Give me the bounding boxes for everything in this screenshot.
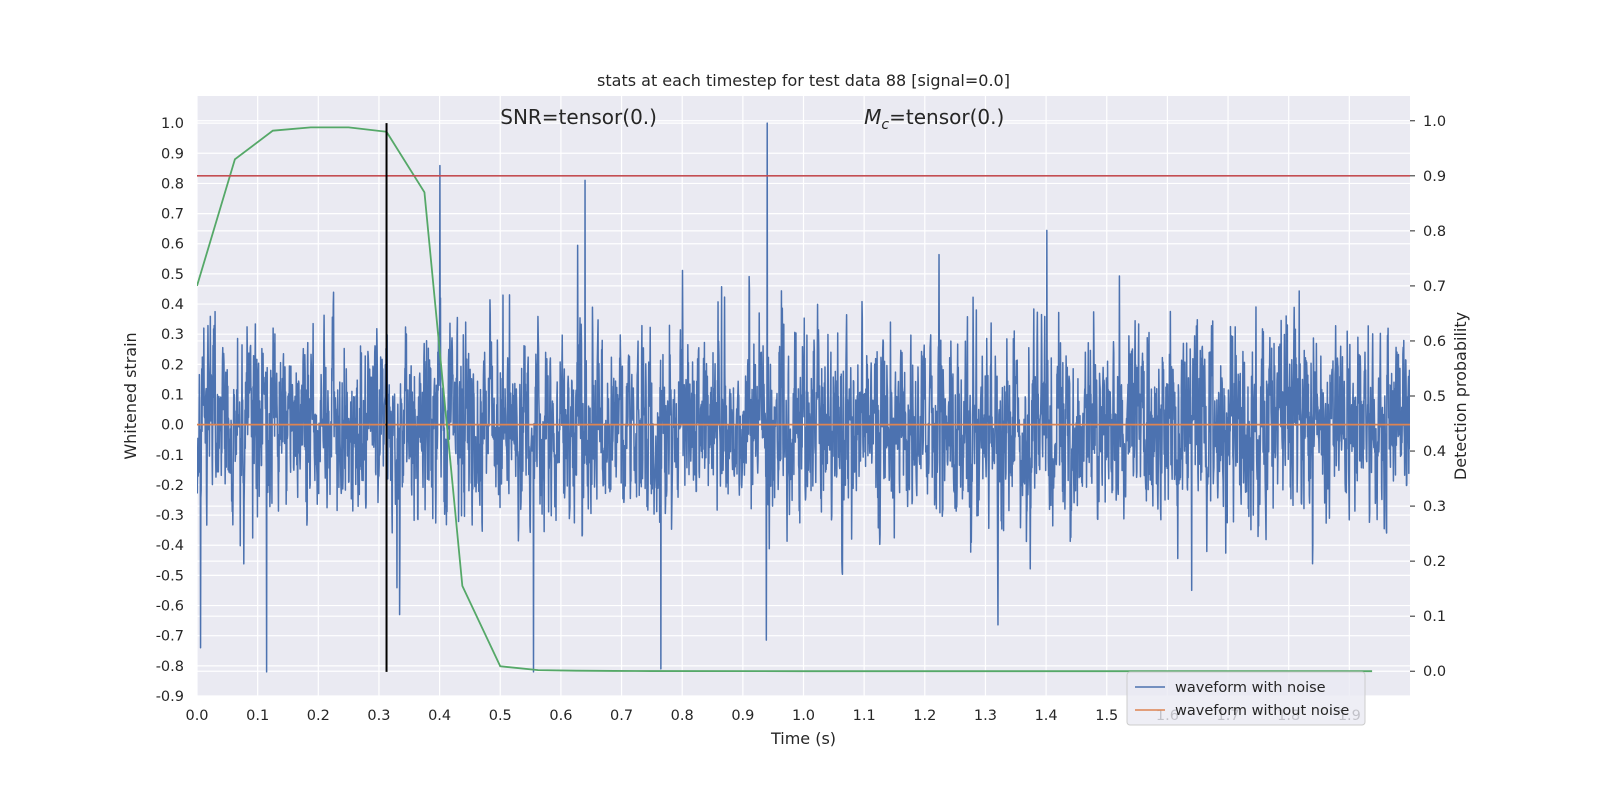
x-tick-label: 1.1 <box>853 708 876 724</box>
x-tick-label: 1.5 <box>1095 708 1118 724</box>
x-tick-label: 1.0 <box>792 708 815 724</box>
y-tick-label: 0.9 <box>161 146 184 162</box>
legend-box <box>1126 671 1366 726</box>
y-tick-label: -0.3 <box>156 508 184 524</box>
y-tick-labels: -0.9 -0.8 -0.7 -0.6 -0.5 -0.4 -0.3 -0.2 -0.1 0.0 0… <box>156 116 184 705</box>
y2-tick-label: 0.0 <box>1423 664 1446 680</box>
legend: waveform with noise waveform without noi… <box>1126 671 1366 726</box>
y2-tick-label: 0.4 <box>1423 444 1446 460</box>
x-tick-label: 1.4 <box>1035 708 1058 724</box>
y-tick-label: 0.4 <box>161 297 184 313</box>
x-tick-label: 0.2 <box>307 708 330 724</box>
x-tick-label: 1.3 <box>974 708 997 724</box>
x-tick-label: 0.4 <box>428 708 451 724</box>
y2-tick-label: 0.3 <box>1423 499 1446 515</box>
x-tick-labels: 0.0 0.1 0.2 0.3 0.4 0.5 0.6 0.7 0.8 0.9 1.0 1.1 1.2 1… <box>185 708 1360 724</box>
y2-tick-label: 0.7 <box>1423 279 1446 295</box>
y-tick-label: 0.1 <box>161 387 184 403</box>
x-tick-label: 0.7 <box>610 708 633 724</box>
y2-tick-label: 0.9 <box>1423 169 1446 185</box>
x-tick-label: 1.2 <box>913 708 936 724</box>
x-tick-label: 0.0 <box>185 708 208 724</box>
x-tick-label: 0.8 <box>671 708 694 724</box>
legend-label-noise: waveform with noise <box>1175 680 1326 696</box>
y2-tick-label: 0.2 <box>1423 554 1446 570</box>
y-tick-label: -0.4 <box>156 538 184 554</box>
y-tick-label: 0.2 <box>161 357 184 373</box>
series-detection-probability <box>197 126 1373 673</box>
y-tick-label: -0.7 <box>156 629 184 645</box>
mc-subscript: c <box>881 117 889 133</box>
y2-tick-label: 0.5 <box>1423 389 1446 405</box>
y2-tick-label: 0.8 <box>1423 224 1446 240</box>
y-tick-label: 0.8 <box>161 176 184 192</box>
y2-tick-labels: 0.0 0.1 0.2 0.3 0.4 0.5 0.6 0.7 0.8 0.9 1.0 <box>1410 114 1446 680</box>
mc-value: =tensor(0.) <box>889 105 1004 129</box>
y-tick-label: 0.0 <box>161 418 184 434</box>
x-tick-label: 0.6 <box>549 708 572 724</box>
legend-label-clean: waveform without noise <box>1175 703 1349 719</box>
series-waveform-with-noise <box>197 122 1410 673</box>
y-tick-label: -0.9 <box>156 689 184 705</box>
mc-annotation: Mc=tensor(0.) <box>864 105 1004 133</box>
y-tick-label: 0.5 <box>161 267 184 283</box>
x-tick-label: 0.1 <box>246 708 269 724</box>
y-tick-label: 0.6 <box>161 237 184 253</box>
series-layer <box>197 122 1410 673</box>
y-tick-label: -0.1 <box>156 448 184 464</box>
y2-tick-label: 0.6 <box>1423 334 1446 350</box>
x-tick-label: 0.9 <box>731 708 754 724</box>
y-tick-label: -0.6 <box>156 599 184 615</box>
snr-annotation: SNR=tensor(0.) <box>500 105 657 129</box>
y2-tick-label: 0.1 <box>1423 609 1446 625</box>
chart-title: stats at each timestep for test data 88 … <box>597 71 1010 90</box>
y-tick-label: -0.2 <box>156 478 184 494</box>
y-tick-label: 0.7 <box>161 207 184 223</box>
y2-axis-label: Detection probability <box>1451 312 1470 480</box>
grid-lines <box>196 96 1410 697</box>
x-tick-label: 0.5 <box>489 708 512 724</box>
y-tick-label: -0.8 <box>156 659 184 675</box>
y-tick-label: 0.3 <box>161 327 184 343</box>
y2-tick-label: 1.0 <box>1423 114 1446 130</box>
y-axis-label: Whitened strain <box>121 332 140 459</box>
y-tick-label: -0.5 <box>156 568 184 584</box>
y-tick-label: 1.0 <box>161 116 184 132</box>
x-tick-label: 0.3 <box>367 708 390 724</box>
x-axis-label: Time (s) <box>770 729 836 748</box>
mc-symbol: M <box>864 105 881 129</box>
